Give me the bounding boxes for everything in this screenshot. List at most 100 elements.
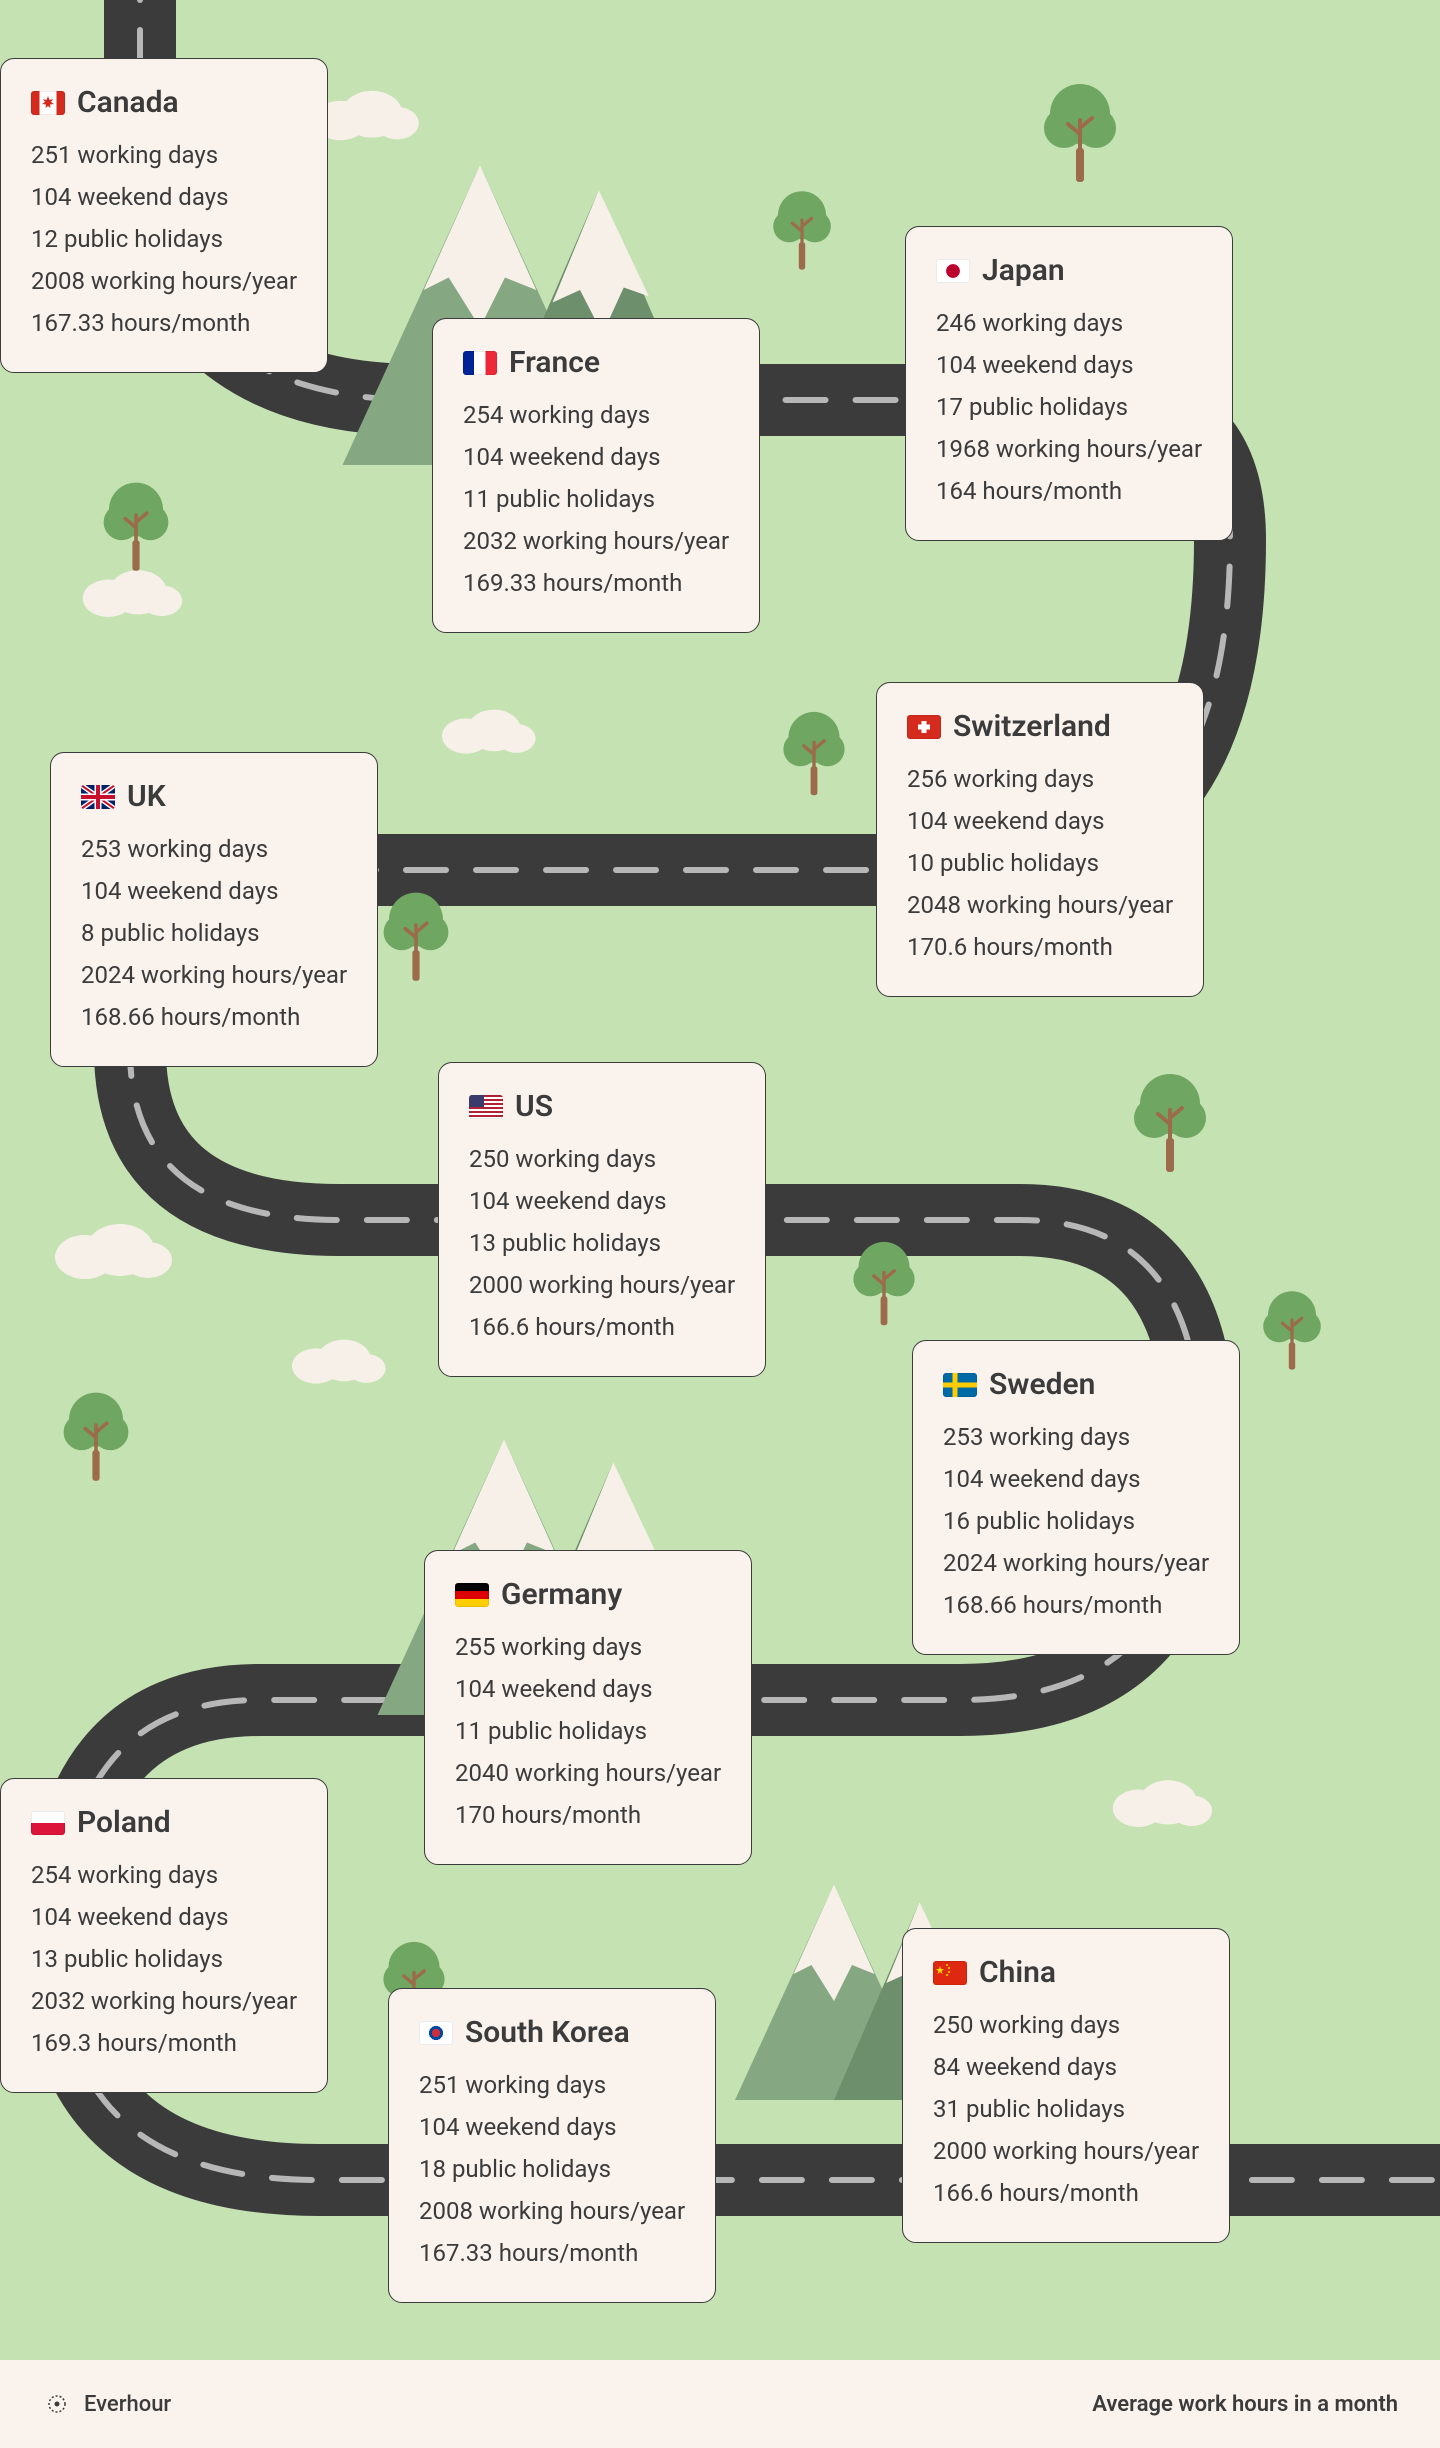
stat-value: 11 <box>455 1717 482 1745</box>
stat-label: weekend days <box>465 2113 616 2141</box>
stat-hours_month: 170 hours/month <box>455 1794 721 1836</box>
stat-label: working days <box>465 2071 606 2099</box>
stat-hours_month: 169.3 hours/month <box>31 2022 297 2064</box>
stat-value: 2000 <box>933 2137 987 2165</box>
stat-value: 256 <box>907 765 947 793</box>
stat-label: working hours/year <box>1003 1549 1209 1577</box>
stat-value: 2048 <box>907 891 961 919</box>
stat-value: 12 <box>31 225 58 253</box>
stat-value: 168.66 <box>81 1003 155 1031</box>
stat-value: 1968 <box>936 435 990 463</box>
stat-label: working days <box>77 1861 218 1889</box>
stat-weekend_days: 104 weekend days <box>469 1180 735 1222</box>
country-card-china: China 250 working days84 weekend days 31 p… <box>902 1928 1230 2243</box>
stat-value: 31 <box>933 2095 960 2123</box>
stat-value: 104 <box>936 351 976 379</box>
stat-label: working hours/year <box>529 1271 735 1299</box>
stat-label: hours/month <box>973 933 1113 961</box>
stat-working_hours_year: 2000 working hours/year <box>469 1264 735 1306</box>
flag-icon-canada <box>31 91 65 115</box>
stat-value: 10 <box>907 849 934 877</box>
stat-value: 2032 <box>31 1987 85 2015</box>
stat-label: hours/month <box>161 1003 301 1031</box>
stat-weekend_days: 104 weekend days <box>943 1458 1209 1500</box>
stat-public_holidays: 17 public holidays <box>936 386 1202 428</box>
stat-value: 104 <box>31 183 71 211</box>
stat-label: public holidays <box>969 393 1128 421</box>
stat-working_days: 254 working days <box>463 394 729 436</box>
country-name: UK <box>127 779 166 814</box>
stat-weekend_days: 84 weekend days <box>933 2046 1199 2088</box>
stat-label: working days <box>515 1145 656 1173</box>
stat-label: working days <box>989 1423 1130 1451</box>
stat-label: weekend days <box>509 443 660 471</box>
stat-public_holidays: 16 public holidays <box>943 1500 1209 1542</box>
stat-hours_month: 167.33 hours/month <box>419 2232 685 2274</box>
country-card-poland: Poland254 working days104 weekend days13… <box>0 1778 328 2093</box>
country-title: France <box>463 345 729 380</box>
country-title: Switzerland <box>907 709 1173 744</box>
footer-tagline: Average work hours in a month <box>1092 2392 1398 2417</box>
stat-label: public holidays <box>64 225 223 253</box>
stat-value: 251 <box>31 141 71 169</box>
stat-value: 254 <box>31 1861 71 1889</box>
stat-label: working days <box>509 401 650 429</box>
stat-value: 104 <box>469 1187 509 1215</box>
stat-label: working days <box>979 2011 1120 2039</box>
stat-public_holidays: 18 public holidays <box>419 2148 685 2190</box>
country-card-france: France254 working days104 weekend days11… <box>432 318 760 633</box>
stat-label: hours/month <box>97 2029 237 2057</box>
stat-value: 11 <box>463 485 490 513</box>
stat-value: 2008 <box>31 267 85 295</box>
country-title: UK <box>81 779 347 814</box>
country-card-japan: Japan246 working days104 weekend days17 … <box>905 226 1233 541</box>
stat-value: 253 <box>943 1423 983 1451</box>
stat-value: 169.3 <box>31 2029 91 2057</box>
stat-working_hours_year: 2008 working hours/year <box>31 260 297 302</box>
stat-label: working hours/year <box>141 961 347 989</box>
stat-label: hours/month <box>543 569 683 597</box>
flag-icon-poland <box>31 1811 65 1835</box>
stat-label: working days <box>127 835 268 863</box>
country-title: Poland <box>31 1805 297 1840</box>
stat-weekend_days: 104 weekend days <box>463 436 729 478</box>
stat-working_days: 250 working days <box>933 2004 1199 2046</box>
stat-label: hours/month <box>999 2179 1139 2207</box>
stat-value: 170.6 <box>907 933 967 961</box>
stat-value: 167.33 <box>31 309 105 337</box>
flag-icon-sweden <box>943 1373 977 1397</box>
stat-label: working hours/year <box>91 267 297 295</box>
stat-weekend_days: 104 weekend days <box>936 344 1202 386</box>
country-card-germany: Germany255 working days104 weekend days1… <box>424 1550 752 1865</box>
country-name: China <box>979 1955 1056 1990</box>
flag-icon-china <box>933 1961 967 1985</box>
stat-label: public holidays <box>940 849 1099 877</box>
stat-label: weekend days <box>982 351 1133 379</box>
country-card-switzerland: Switzerland256 working days104 weekend d… <box>876 682 1204 997</box>
stat-label: weekend days <box>77 183 228 211</box>
stat-public_holidays: 13 public holidays <box>469 1222 735 1264</box>
country-card-sweden: Sweden253 working days104 weekend days16… <box>912 1340 1240 1655</box>
stat-value: 104 <box>455 1675 495 1703</box>
stat-public_holidays: 11 public holidays <box>455 1710 721 1752</box>
stat-label: hours/month <box>535 1313 675 1341</box>
stat-hours_month: 167.33 hours/month <box>31 302 297 344</box>
flag-icon-switzerland <box>907 715 941 739</box>
stat-value: 104 <box>463 443 503 471</box>
stat-label: public holidays <box>496 485 655 513</box>
stat-label: public holidays <box>966 2095 1125 2123</box>
brand: Everhour <box>42 2389 171 2419</box>
stat-label: weekend days <box>501 1675 652 1703</box>
stat-hours_month: 166.6 hours/month <box>469 1306 735 1348</box>
stat-label: public holidays <box>64 1945 223 1973</box>
stat-value: 170 <box>455 1801 495 1829</box>
stat-label: working hours/year <box>967 891 1173 919</box>
stat-value: 254 <box>463 401 503 429</box>
stat-value: 16 <box>943 1507 970 1535</box>
country-title: Canada <box>31 85 297 120</box>
stat-label: working hours/year <box>479 2197 685 2225</box>
stat-weekend_days: 104 weekend days <box>907 800 1173 842</box>
brand-logo-icon <box>42 2389 72 2419</box>
stat-weekend_days: 104 weekend days <box>419 2106 685 2148</box>
stat-value: 104 <box>31 1903 71 1931</box>
